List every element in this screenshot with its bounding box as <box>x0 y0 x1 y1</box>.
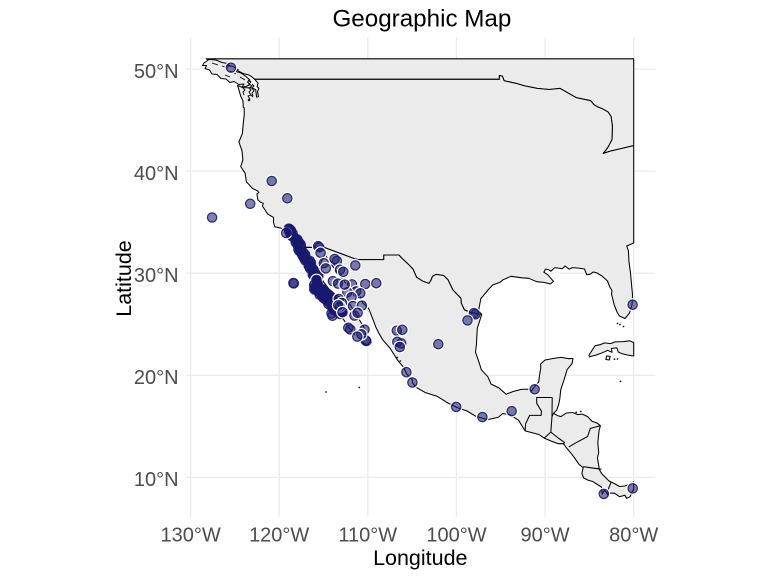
svg-text:10°N: 10°N <box>134 469 179 491</box>
svg-text:50°N: 50°N <box>134 61 179 83</box>
svg-text:20°N: 20°N <box>134 367 179 389</box>
svg-text:40°N: 40°N <box>134 163 179 185</box>
svg-text:Longitude: Longitude <box>373 546 467 570</box>
svg-text:100°W: 100°W <box>426 524 486 546</box>
svg-text:90°W: 90°W <box>521 524 570 546</box>
svg-text:120°W: 120°W <box>249 524 309 546</box>
svg-text:110°W: 110°W <box>338 524 397 546</box>
svg-text:Geographic Map: Geographic Map <box>332 6 511 33</box>
svg-text:30°N: 30°N <box>134 265 179 287</box>
svg-text:80°W: 80°W <box>609 524 658 546</box>
svg-text:130°W: 130°W <box>160 524 220 546</box>
svg-text:Latitude: Latitude <box>112 240 136 317</box>
